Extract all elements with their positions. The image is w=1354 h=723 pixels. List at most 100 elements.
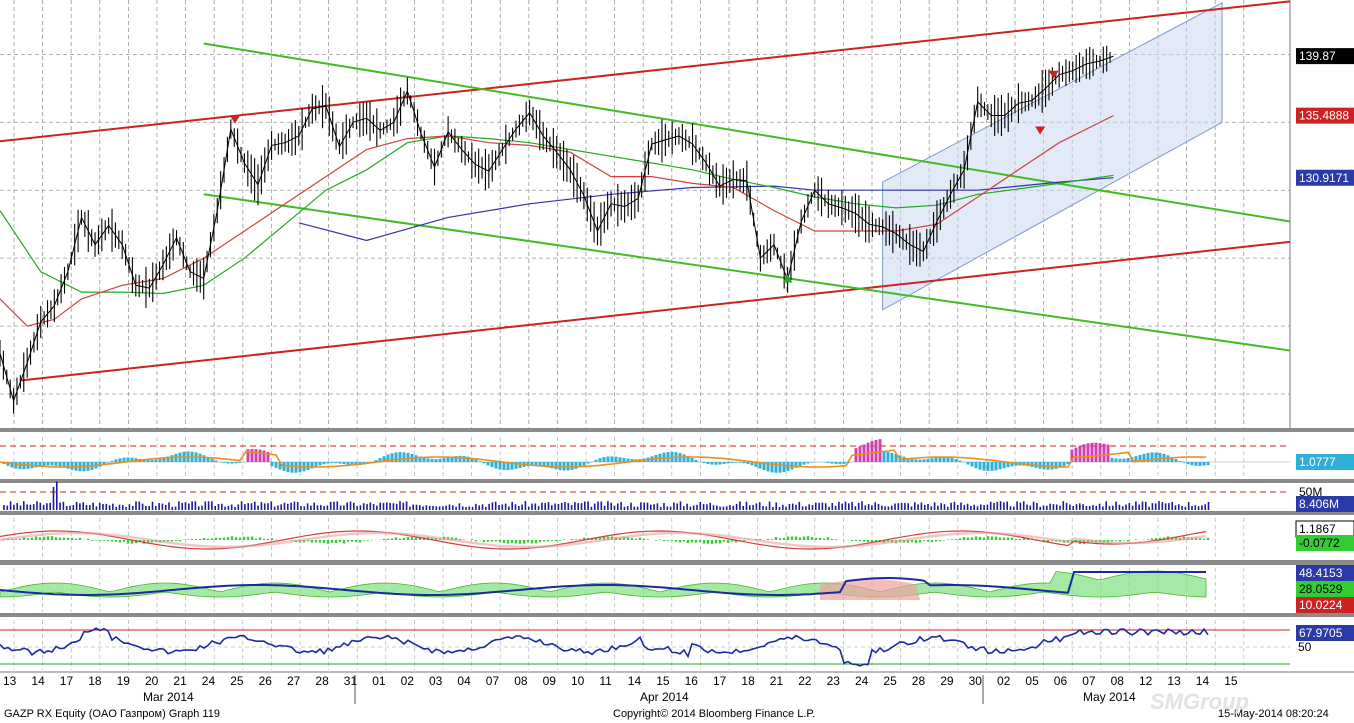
x-day-label: 16	[685, 674, 699, 688]
panel-divider	[0, 428, 1354, 432]
signal-marker-down-triangle	[229, 115, 240, 124]
signal-marker-up-triangle	[782, 274, 793, 283]
x-day-label: 08	[1111, 674, 1125, 688]
rsi-tick-label: 50	[1298, 640, 1312, 654]
rsi-line	[0, 627, 1209, 667]
x-day-label: 13	[3, 674, 17, 688]
x-day-label: 11	[599, 674, 612, 688]
value-label: 1.0777	[1299, 455, 1336, 469]
panel-divider	[0, 511, 1354, 515]
x-day-label: 09	[543, 674, 557, 688]
value-label-bg	[1296, 454, 1354, 470]
trendline-green-3	[203, 193, 1291, 352]
x-day-label: 18	[741, 674, 755, 688]
macd-signal-line	[0, 531, 1207, 549]
x-day-label: 27	[287, 674, 301, 688]
axis-bg	[1290, 0, 1354, 428]
x-day-label: 07	[1082, 674, 1096, 688]
oscillator-panel	[0, 437, 1354, 483]
x-day-label: 14	[31, 674, 45, 688]
value-label-bg	[1296, 581, 1354, 597]
trendline-red-0	[0, 0, 1291, 143]
x-day-label: 10	[571, 674, 585, 688]
x-day-label: 15	[656, 674, 670, 688]
footer-right: 15-May-2014 08:20:24	[1218, 708, 1329, 720]
panel-divider	[0, 613, 1354, 617]
x-day-label: 08	[514, 674, 528, 688]
panel-divider	[0, 479, 1354, 483]
x-day-label: 02	[401, 674, 415, 688]
x-day-label: 23	[827, 674, 841, 688]
signal-marker-down-triangle	[1048, 70, 1059, 79]
dmi-plus-area	[0, 570, 1207, 598]
rsi-panel: 50	[0, 620, 1354, 673]
x-day-label: 01	[372, 674, 386, 688]
price-line	[0, 55, 1114, 403]
value-label-bg	[1296, 625, 1354, 641]
x-day-label: 21	[173, 674, 187, 688]
regression-channel	[882, 1, 1223, 311]
x-day-label: 29	[940, 674, 954, 688]
value-label: 48.4153	[1299, 566, 1343, 580]
x-day-label: 03	[429, 674, 443, 688]
x-month-label: Apr 2014	[640, 690, 689, 704]
x-month-label: May 2014	[1083, 690, 1136, 704]
x-day-label: 02	[997, 674, 1011, 688]
value-label: 135.4888	[1299, 109, 1349, 123]
value-label: -0.0772	[1299, 536, 1340, 550]
x-day-label: 04	[457, 674, 471, 688]
value-label-bg	[1296, 565, 1354, 581]
value-label: 28.0529	[1299, 582, 1343, 596]
dmi-panel	[0, 568, 1354, 617]
value-label: 130.9171	[1299, 171, 1349, 185]
trendline-green-2	[203, 42, 1291, 223]
x-day-label: 28	[912, 674, 926, 688]
footer-center: Copyright© 2014 Bloomberg Finance L.P.	[613, 708, 815, 720]
x-day-label: 06	[1054, 674, 1068, 688]
x-day-label: 22	[798, 674, 812, 688]
x-day-label: 14	[1196, 674, 1210, 688]
x-day-label: 15	[1224, 674, 1238, 688]
value-label-bg	[1296, 535, 1354, 551]
footer-left: GAZP RX Equity (OAO Газпром) Graph 119	[4, 708, 220, 720]
x-day-label: 28	[315, 674, 329, 688]
x-day-label: 14	[628, 674, 642, 688]
x-axis: 13 14 17 18 19 20 21 24 25 26 27 28 31 01 02 03 04 07 08 09…	[3, 674, 1238, 704]
value-label: 50M	[1299, 485, 1322, 499]
x-day-label: 26	[259, 674, 273, 688]
x-day-label: 17	[60, 674, 74, 688]
value-label: 1.1867	[1299, 522, 1336, 536]
trendline-red-1	[20, 240, 1291, 382]
value-label-bg	[1296, 169, 1354, 186]
value-label-bg	[1296, 496, 1354, 512]
x-day-label: 13	[1167, 674, 1181, 688]
signal-marker-down-triangle	[1035, 126, 1046, 135]
x-day-label: 20	[145, 674, 159, 688]
volume-panel	[0, 481, 1354, 515]
x-day-label: 05	[1025, 674, 1039, 688]
value-label: 67.9705	[1299, 626, 1343, 640]
value-label: 139.87	[1299, 49, 1336, 63]
x-day-label: 17	[713, 674, 727, 688]
x-day-label: 18	[88, 674, 102, 688]
x-day-label: 24	[202, 674, 216, 688]
adx-line	[0, 571, 1206, 596]
value-label: 8.406M	[1299, 497, 1339, 511]
value-label-bg	[1296, 107, 1354, 124]
macd-panel	[0, 518, 1354, 565]
ma-long-line	[298, 177, 1114, 242]
x-day-label: 12	[1139, 674, 1153, 688]
value-label: 10.0224	[1299, 598, 1343, 612]
x-month-label: Mar 2014	[143, 690, 194, 704]
x-day-label: 21	[770, 674, 784, 688]
x-day-label: 07	[486, 674, 500, 688]
x-day-label: 19	[117, 674, 131, 688]
value-label-bg	[1296, 597, 1354, 613]
x-day-label: 25	[883, 674, 897, 688]
price-panel: 115120125130135	[0, 0, 1354, 432]
x-day-label: 30	[969, 674, 983, 688]
x-day-label: 31	[344, 674, 358, 688]
osc-signal-line	[0, 449, 1207, 468]
